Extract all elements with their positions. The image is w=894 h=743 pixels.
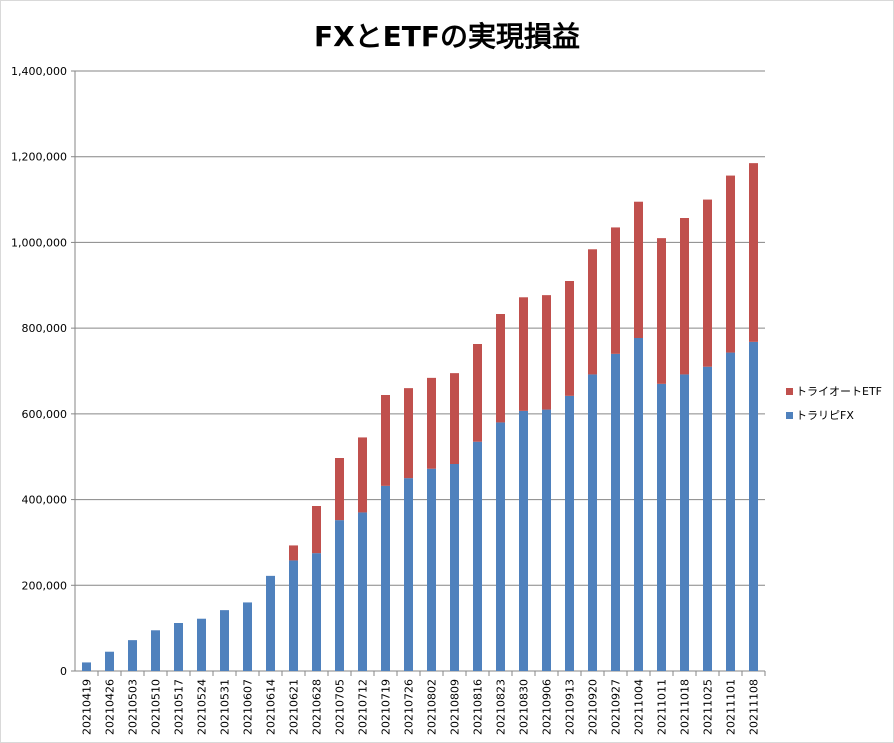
bar-fx — [496, 422, 505, 671]
bar-etf — [634, 201, 643, 338]
x-tick-label: 20210712 — [357, 679, 370, 735]
x-tick-label: 20211011 — [656, 679, 669, 735]
x-tick-label: 20210419 — [81, 679, 94, 735]
x-tick-label: 20210927 — [610, 679, 623, 735]
bar-fx — [335, 520, 344, 671]
bar-etf — [312, 506, 321, 554]
y-tick-label: 800,000 — [22, 322, 68, 335]
x-tick-label: 20210809 — [449, 679, 462, 735]
bar-fx — [588, 374, 597, 671]
bar-etf — [680, 218, 689, 375]
bar-fx — [657, 383, 666, 671]
y-tick-label: 600,000 — [22, 408, 68, 421]
bar-etf — [404, 388, 413, 479]
x-tick-label: 20210920 — [587, 679, 600, 735]
bar-etf — [473, 344, 482, 442]
bar-fx — [243, 602, 252, 671]
bar-fx — [174, 623, 183, 671]
y-tick-label: 200,000 — [22, 579, 68, 592]
legend-item: トラリピFX — [786, 403, 882, 427]
bar-fx — [473, 441, 482, 671]
x-tick-label: 20211025 — [702, 679, 715, 735]
x-tick-label: 20210719 — [380, 679, 393, 735]
chart-title: FXとETFの実現損益 — [313, 20, 581, 53]
bar-etf — [726, 175, 735, 353]
x-tick-label: 20211108 — [748, 679, 761, 735]
y-tick-label: 1,000,000 — [11, 236, 67, 249]
legend-label: トラリピFX — [796, 409, 854, 422]
x-tick-label: 20210621 — [288, 679, 301, 735]
x-tick-label: 20211004 — [633, 679, 646, 735]
x-tick-label: 20210802 — [426, 679, 439, 735]
x-tick-label: 20210913 — [564, 679, 577, 735]
x-tick-label: 20210628 — [311, 679, 324, 735]
x-tick-label: 20211018 — [679, 679, 692, 735]
y-tick-label: 0 — [60, 665, 67, 678]
bar-fx — [427, 468, 436, 671]
bar-fx — [358, 512, 367, 671]
y-tick-label: 1,200,000 — [11, 151, 67, 164]
bar-etf — [588, 249, 597, 375]
bar-fx — [450, 464, 459, 671]
x-tick-label: 20210531 — [219, 679, 232, 735]
legend-label: トライオートETF — [796, 385, 882, 398]
bar-etf — [611, 227, 620, 354]
bar-fx — [611, 353, 620, 671]
bar-etf — [289, 545, 298, 561]
legend-item: トライオートETF — [786, 379, 882, 403]
x-tick-label: 20210906 — [541, 679, 554, 735]
x-tick-label: 20210726 — [403, 679, 416, 735]
bar-etf — [565, 281, 574, 396]
x-tick-label: 20210503 — [127, 679, 140, 735]
bar-etf — [519, 297, 528, 411]
bar-etf — [542, 295, 551, 410]
x-tick-label: 20210607 — [242, 679, 255, 735]
chart-legend: トライオートETF トラリピFX — [786, 379, 882, 427]
legend-swatch — [786, 387, 793, 395]
bar-etf — [335, 458, 344, 521]
x-tick-label: 20210510 — [150, 679, 163, 735]
bar-fx — [197, 618, 206, 671]
y-tick-label: 1,400,000 — [11, 65, 67, 78]
bar-etf — [657, 238, 666, 384]
bar-fx — [266, 575, 275, 671]
bar-fx — [519, 410, 528, 671]
bar-fx — [680, 374, 689, 671]
bar-fx — [128, 640, 137, 671]
x-tick-label: 20210614 — [265, 679, 278, 735]
x-tick-label: 20211101 — [725, 679, 738, 735]
bar-etf — [496, 314, 505, 423]
bar-fx — [726, 352, 735, 671]
bar-fx — [634, 338, 643, 671]
x-tick-label: 20210823 — [495, 679, 508, 735]
x-tick-label: 20210426 — [104, 679, 117, 735]
bar-fx — [82, 662, 91, 671]
bar-fx — [312, 553, 321, 671]
bar-etf — [427, 377, 436, 469]
bar-fx — [703, 366, 712, 671]
bar-fx — [151, 630, 160, 671]
bar-etf — [381, 395, 390, 486]
bar-fx — [749, 341, 758, 671]
bar-fx — [542, 409, 551, 671]
bar-etf — [450, 373, 459, 464]
legend-swatch — [786, 411, 793, 419]
bar-fx — [289, 560, 298, 671]
bar-etf — [749, 163, 758, 342]
bar-etf — [703, 199, 712, 367]
bar-fx — [381, 485, 390, 671]
bar-fx — [220, 610, 229, 671]
bar-etf — [358, 437, 367, 513]
x-tick-label: 20210830 — [518, 679, 531, 735]
bar-fx — [404, 478, 413, 671]
bar-fx — [565, 395, 574, 671]
bar-fx — [105, 651, 114, 671]
x-tick-label: 20210524 — [196, 679, 209, 735]
x-tick-label: 20210816 — [472, 679, 485, 735]
x-tick-label: 20210705 — [334, 679, 347, 735]
y-tick-label: 400,000 — [22, 494, 68, 507]
x-tick-label: 20210517 — [173, 679, 186, 735]
